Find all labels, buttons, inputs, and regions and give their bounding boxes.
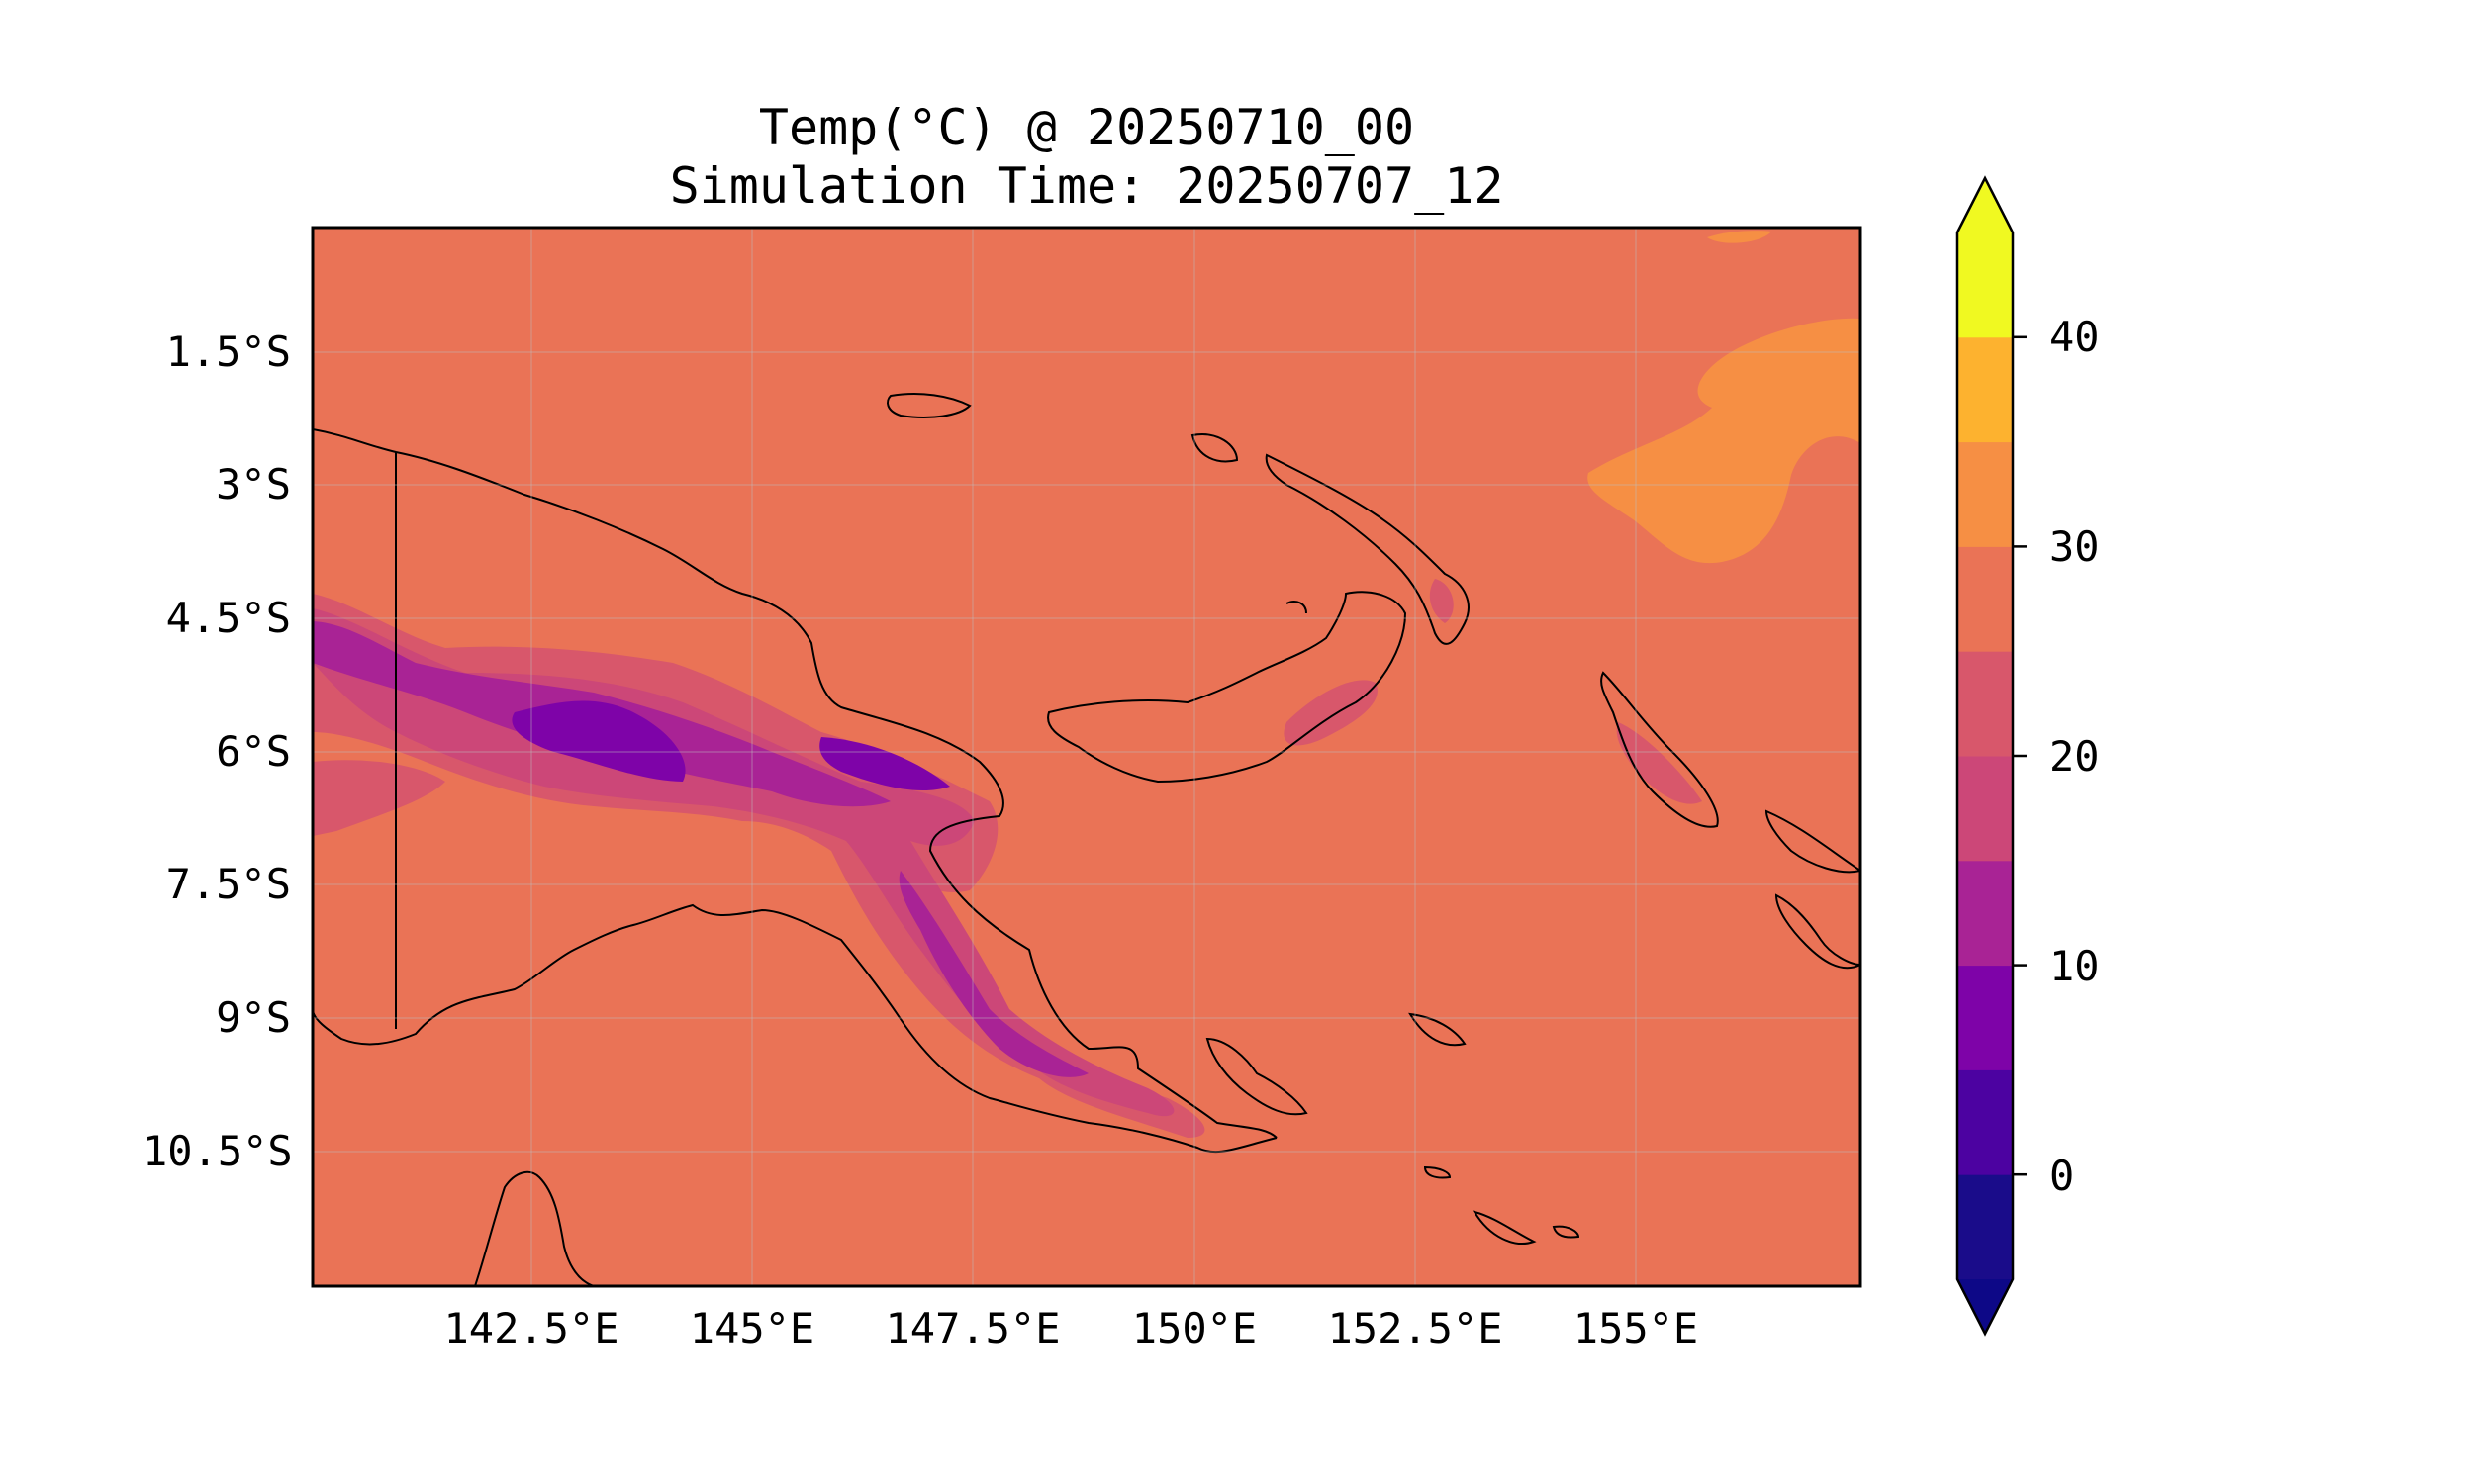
- coast-woodlark: [1472, 1210, 1537, 1245]
- cool-spot-newbritain: [1284, 680, 1378, 746]
- coast-solomons-2: [1774, 893, 1860, 970]
- colorbar-tick-label: 20: [2049, 732, 2100, 781]
- coastlines: [313, 393, 1860, 1286]
- y-tick-label: 4.5°S: [165, 594, 291, 642]
- x-tick-label: 147.5°E: [885, 1304, 1061, 1352]
- coast-new-britain: [1047, 591, 1407, 784]
- cool-spot-bougainville: [1616, 722, 1702, 804]
- colorbar-segment: [1957, 336, 2013, 443]
- colorbar-segment: [1957, 860, 2013, 967]
- map-subtitle: Simulation Time: 20250707_12: [669, 157, 1504, 215]
- x-tick-label: 142.5°E: [443, 1304, 619, 1352]
- map-frame: [311, 226, 1862, 1288]
- coast-dentrecasteaux: [1205, 1037, 1308, 1116]
- coast-kiriwina: [1285, 601, 1307, 614]
- y-tick-label: 10.5°S: [143, 1127, 293, 1175]
- colorbar-segment: [1957, 1174, 2013, 1280]
- y-tick-label: 3°S: [216, 460, 291, 509]
- coast-bougainville: [1600, 671, 1719, 828]
- warm-region: [1587, 318, 1860, 564]
- colorbar-segment: [1957, 965, 2013, 1070]
- colorbar-tick-label: 30: [2049, 522, 2100, 571]
- y-tick-label: 9°S: [216, 993, 291, 1042]
- coast-new-guinea-south: [313, 903, 1278, 1154]
- colorbar-segment: [1957, 756, 2013, 862]
- y-tick-label: 6°S: [216, 727, 291, 776]
- coast-solomons-1: [1764, 809, 1860, 874]
- colorbar-tick-label: 10: [2049, 942, 2100, 990]
- colorbar: [1955, 175, 2027, 1337]
- cool-spot-west: [313, 760, 445, 836]
- coast-manus: [887, 393, 972, 418]
- map-title: Temp(°C) @ 20250710_00: [758, 99, 1415, 156]
- cold-core-south: [899, 871, 1089, 1077]
- coast-cape-york: [474, 1170, 595, 1286]
- y-tick-label: 1.5°S: [165, 327, 291, 376]
- colorbar-extend-max: [1957, 178, 2013, 232]
- colorbar-outline: [1955, 175, 2015, 1337]
- colorbar-segment: [1957, 232, 2013, 338]
- cold-core-mid: [512, 700, 686, 782]
- coast-louisiade: [1423, 1165, 1452, 1179]
- gridlines: [313, 228, 1860, 1286]
- colorbar-segment: [1957, 441, 2013, 547]
- colorbar-extend-min: [1957, 1279, 2013, 1334]
- x-tick-label: 155°E: [1572, 1304, 1699, 1352]
- colorbar-segment: [1957, 546, 2013, 652]
- colorbar-segment: [1957, 651, 2013, 757]
- coast-trobriand: [1408, 1012, 1467, 1047]
- coast-rossel: [1552, 1225, 1580, 1239]
- y-tick-label: 7.5°S: [165, 860, 291, 908]
- coast-new-ireland: [1265, 453, 1470, 645]
- coast-mussau: [1190, 433, 1239, 463]
- x-tick-label: 145°E: [689, 1304, 815, 1352]
- colorbar-tick-label: 40: [2049, 313, 2100, 361]
- temperature-contours: [313, 231, 1860, 1138]
- cold-core-east: [819, 737, 950, 791]
- x-tick-label: 150°E: [1131, 1304, 1258, 1352]
- coast-new-guinea-north: [313, 428, 1278, 1139]
- colorbar-tick-label: 0: [2049, 1152, 2075, 1200]
- colorbar-segment: [1957, 1069, 2013, 1175]
- warm-spot: [1707, 231, 1771, 243]
- cool-spot-newireland: [1429, 579, 1454, 623]
- x-tick-label: 152.5°E: [1327, 1304, 1503, 1352]
